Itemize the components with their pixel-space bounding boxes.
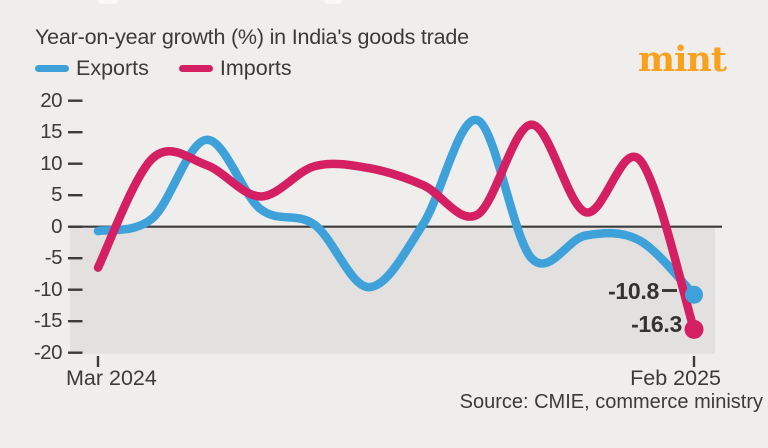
legend-label-imports: Imports <box>219 56 292 80</box>
x-axis-label-end: Feb 2025 <box>630 366 721 390</box>
x-axis-label-start: Mar 2024 <box>66 366 157 390</box>
chart-title: Year-on-year growth (%) in India's goods… <box>35 25 469 49</box>
imports-end-dot <box>684 319 704 339</box>
y-tick-label: -10 <box>33 277 63 301</box>
exports-end-dot <box>685 285 703 304</box>
legend-item-imports: Imports <box>178 56 292 81</box>
exports-value-label: -10.8 <box>608 278 659 304</box>
mint-logo: mint <box>638 39 727 80</box>
imports-line <box>93 120 699 334</box>
y-tick-label: 15 <box>40 120 62 144</box>
y-tick-label: 5 <box>51 183 62 207</box>
legend-item-exports: Exports <box>35 56 149 81</box>
imports-line-swatch <box>178 64 213 73</box>
legend-label-exports: Exports <box>76 56 149 80</box>
y-axis-tick-marks <box>68 99 83 354</box>
exports-line-swatch <box>35 64 69 73</box>
x-axis-tick-marks <box>96 356 696 367</box>
y-tick-label: -20 <box>33 340 63 364</box>
source-attribution: Source: CMIE, commerce ministry <box>459 391 763 413</box>
cropped-content-remnant <box>98 0 118 4</box>
cropped-content-remnant <box>324 0 342 4</box>
y-tick-label: 20 <box>40 88 62 112</box>
y-tick-label: 0 <box>51 214 62 238</box>
y-tick-label: 10 <box>40 151 62 175</box>
exports-line <box>93 115 699 299</box>
imports-value-label: -16.3 <box>631 311 682 337</box>
negative-region-shading <box>70 227 715 354</box>
y-tick-label: -5 <box>44 246 63 270</box>
legend: Exports Imports <box>35 56 292 81</box>
exports-label-connector <box>662 289 677 292</box>
y-tick-label: -15 <box>33 309 63 333</box>
